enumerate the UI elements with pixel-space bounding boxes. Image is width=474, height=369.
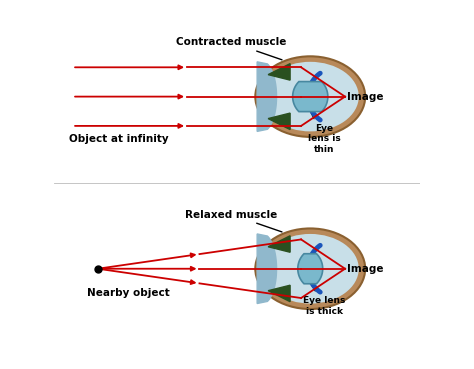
- Text: Nearby object: Nearby object: [87, 287, 170, 297]
- Ellipse shape: [262, 234, 359, 304]
- Ellipse shape: [255, 56, 365, 137]
- Polygon shape: [257, 234, 276, 304]
- Text: Image: Image: [347, 264, 383, 274]
- Polygon shape: [298, 254, 323, 284]
- Text: Relaxed muscle: Relaxed muscle: [185, 210, 282, 232]
- Ellipse shape: [262, 62, 359, 131]
- Text: Contracted muscle: Contracted muscle: [176, 37, 287, 60]
- Polygon shape: [268, 285, 290, 302]
- Text: Eye lens
is thick: Eye lens is thick: [303, 282, 346, 315]
- Polygon shape: [268, 63, 290, 80]
- Polygon shape: [268, 236, 290, 252]
- Text: Image: Image: [347, 92, 383, 101]
- Text: Object at infinity: Object at infinity: [69, 134, 168, 144]
- Ellipse shape: [255, 228, 365, 309]
- Text: Eye
lens is
thin: Eye lens is thin: [308, 110, 340, 154]
- Polygon shape: [268, 113, 290, 130]
- Polygon shape: [257, 62, 276, 131]
- Polygon shape: [292, 82, 328, 112]
